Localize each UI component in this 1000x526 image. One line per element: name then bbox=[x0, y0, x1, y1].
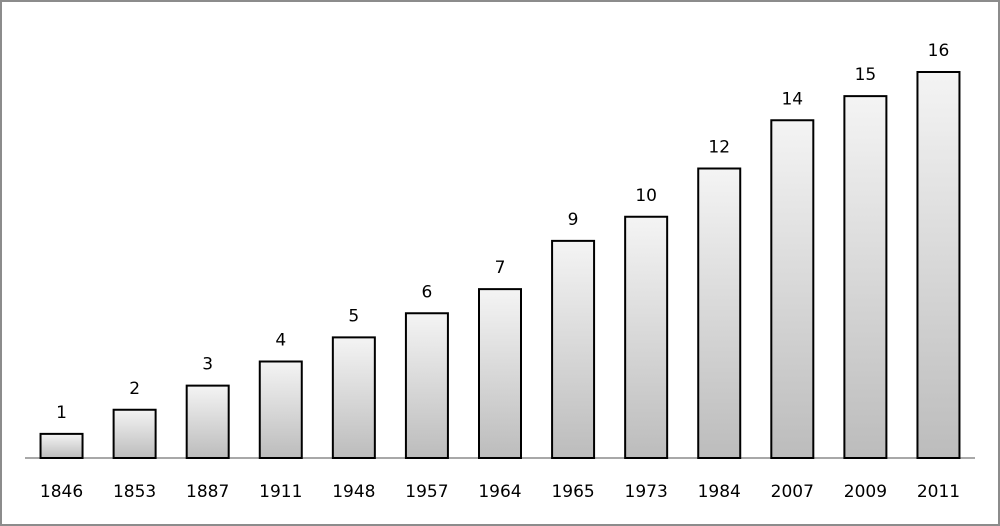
bar bbox=[112, 408, 157, 459]
x-tick-label: 1964 bbox=[478, 482, 521, 502]
bar bbox=[770, 119, 815, 459]
x-tick-label: 2007 bbox=[771, 482, 814, 502]
data-label: 16 bbox=[928, 41, 950, 61]
data-label: 14 bbox=[781, 89, 803, 109]
data-label: 6 bbox=[422, 282, 433, 302]
x-tick-label: 1973 bbox=[625, 482, 668, 502]
bar bbox=[39, 432, 84, 459]
data-label: 1 bbox=[56, 403, 67, 423]
x-tick-label: 1965 bbox=[551, 482, 594, 502]
data-label: 10 bbox=[635, 186, 657, 206]
x-tick-label: 1948 bbox=[332, 482, 375, 502]
x-tick-label: 1887 bbox=[186, 482, 229, 502]
x-tick-label: 1984 bbox=[698, 482, 741, 502]
bar bbox=[258, 360, 303, 459]
x-tick-label: 1957 bbox=[405, 482, 448, 502]
bar bbox=[478, 288, 522, 459]
x-tick-label: 1911 bbox=[259, 482, 302, 502]
x-tick-label: 2011 bbox=[917, 482, 960, 502]
data-label: 4 bbox=[275, 331, 286, 351]
bar bbox=[916, 71, 961, 459]
bar bbox=[843, 95, 888, 459]
data-label: 2 bbox=[129, 379, 140, 399]
bar bbox=[331, 336, 376, 459]
bar bbox=[404, 312, 449, 459]
x-tick-label: 1853 bbox=[113, 482, 156, 502]
data-label: 3 bbox=[202, 355, 213, 375]
data-label: 15 bbox=[855, 65, 877, 85]
data-label: 5 bbox=[348, 306, 359, 326]
x-tick-label: 1846 bbox=[40, 482, 83, 502]
data-label: 12 bbox=[708, 138, 730, 158]
bar bbox=[697, 167, 742, 459]
bar bbox=[624, 215, 669, 459]
bar bbox=[551, 239, 596, 459]
data-label: 9 bbox=[568, 210, 579, 230]
bar bbox=[185, 384, 230, 459]
data-label: 7 bbox=[495, 258, 506, 278]
x-tick-label: 2009 bbox=[844, 482, 887, 502]
